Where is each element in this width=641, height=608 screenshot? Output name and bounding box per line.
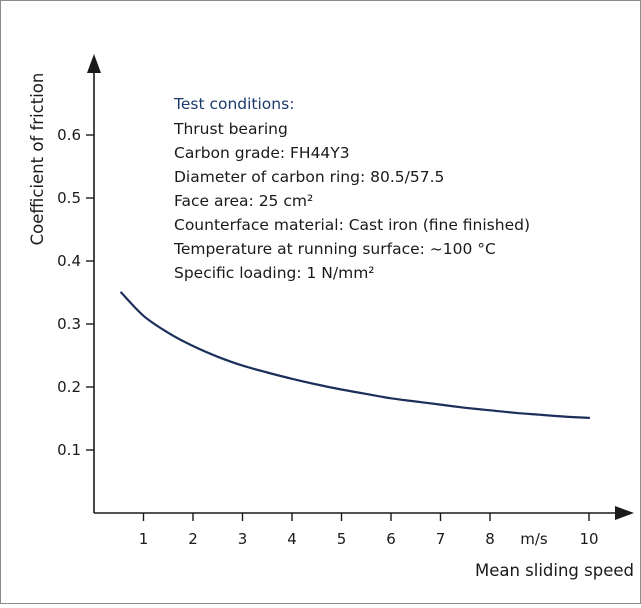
- y-ticks: 0.1 0.2 0.3 0.4 0.5 0.6: [57, 126, 94, 459]
- test-condition-line: Face area: 25 cm²: [174, 192, 313, 210]
- test-condition-line: Specific loading: 1 N/mm²: [174, 264, 375, 282]
- y-tick-label: 0.2: [57, 378, 81, 396]
- y-axis-arrow-icon: [87, 54, 101, 73]
- x-axis-title: Mean sliding speed: [475, 561, 634, 580]
- x-tick-label: 5: [337, 530, 347, 548]
- x-tick-label: 7: [436, 530, 446, 548]
- y-axis-title: Coefficient of friction: [28, 73, 47, 246]
- test-conditions-heading: Test conditions:: [173, 95, 294, 113]
- test-condition-line: Thrust bearing: [173, 120, 288, 138]
- friction-curve: [120, 291, 591, 419]
- test-conditions-box: Test conditions: Thrust bearing Carbon g…: [173, 95, 530, 282]
- x-tick-label: 6: [386, 530, 396, 548]
- x-tick-label: 1: [139, 530, 149, 548]
- y-tick-label: 0.6: [57, 126, 81, 144]
- test-condition-line: Carbon grade: FH44Y3: [174, 144, 350, 162]
- y-tick-label: 0.4: [57, 252, 81, 270]
- x-tick-label: 4: [287, 530, 297, 548]
- test-condition-line: Diameter of carbon ring: 80.5/57.5: [174, 168, 444, 186]
- x-tick-label: 2: [188, 530, 198, 548]
- x-ticks: 1 2 3 4 5 6 7 8 10: [139, 513, 599, 548]
- x-axis-arrow-icon: [615, 506, 634, 520]
- y-tick-label: 0.5: [57, 189, 81, 207]
- x-tick-label: 10: [579, 530, 598, 548]
- y-tick-label: 0.1: [57, 441, 81, 459]
- y-tick-label: 0.3: [57, 315, 81, 333]
- test-condition-line: Temperature at running surface: ~100 °C: [173, 240, 496, 258]
- x-tick-label: 8: [485, 530, 495, 548]
- x-unit-label: m/s: [520, 530, 548, 548]
- test-condition-line: Counterface material: Cast iron (fine fi…: [174, 216, 530, 234]
- x-tick-label: 3: [238, 530, 248, 548]
